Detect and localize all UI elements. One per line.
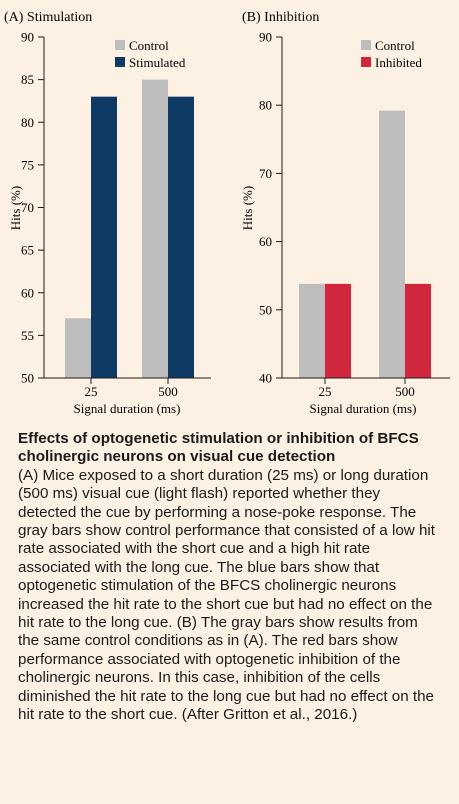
y-tick-label: 60	[21, 285, 34, 300]
bar-control-500	[379, 110, 405, 378]
y-tick-label: 80	[259, 98, 272, 113]
panel-a-legend: Control Stimulated	[115, 38, 186, 70]
bar-inhibited-25	[325, 283, 351, 378]
legend-swatch-control	[361, 40, 371, 50]
legend-swatch-control	[115, 40, 125, 50]
bar-stimulated-25	[91, 96, 117, 379]
y-tick-label: 60	[259, 234, 272, 249]
y-tick-label: 40	[259, 371, 272, 386]
caption-title: Effects of optogenetic stimulation or in…	[18, 430, 419, 466]
panel-b-title: (B) Inhibition	[242, 10, 319, 25]
x-tick-label: 25	[85, 384, 98, 399]
y-tick-label: 50	[259, 302, 272, 317]
chart-panel-b: (B) Inhibition 40 50 60 70 80 90 25 500 Control…	[240, 10, 450, 416]
bar-control-25	[65, 318, 91, 378]
figure-caption: Effects of optogenetic stimulation or in…	[18, 430, 442, 725]
panel-a-axes	[43, 37, 211, 379]
legend-swatch-stimulated	[115, 57, 125, 67]
bar-control-25	[299, 283, 325, 378]
bar-inhibited-500	[405, 283, 431, 378]
y-tick-label: 50	[21, 371, 34, 386]
panel-a-ylabel: Hits (%)	[8, 186, 23, 230]
axis-lines	[43, 37, 211, 379]
caption-body: (A) Mice exposed to a short duration (25…	[18, 466, 436, 724]
panel-b-legend: Control Inhibited	[361, 38, 422, 70]
y-tick-label: 90	[259, 30, 272, 45]
y-tick-label: 90	[21, 30, 34, 45]
y-tick-label: 80	[21, 115, 34, 130]
y-tick-label: 70	[21, 200, 34, 215]
panel-b-axes	[281, 37, 450, 379]
x-tick-label: 500	[158, 384, 178, 399]
panel-a-xlabel: Signal duration (ms)	[74, 401, 181, 416]
legend-label-control: Control	[129, 38, 169, 53]
y-tick-label: 65	[21, 243, 34, 258]
legend-label-stimulated: Stimulated	[129, 55, 186, 70]
y-tick-label: 75	[21, 157, 34, 172]
legend-label-inhibited: Inhibited	[375, 55, 422, 70]
y-tick-label: 85	[21, 72, 34, 87]
y-tick-label: 55	[21, 328, 34, 343]
panel-b-ticks: 40 50 60 70 80 90 25 500	[259, 30, 415, 400]
x-tick-label: 500	[395, 384, 415, 399]
axis-lines	[281, 37, 450, 379]
panel-a-title: (A) Stimulation	[4, 10, 92, 25]
panel-b-xlabel: Signal duration (ms)	[310, 401, 417, 416]
panel-a-bars	[65, 79, 194, 379]
panel-b-ylabel: Hits (%)	[240, 186, 255, 230]
panel-b-bars	[299, 110, 431, 378]
y-tick-label: 70	[259, 166, 272, 181]
legend-swatch-inhibited	[361, 57, 371, 67]
bar-control-500	[142, 79, 168, 378]
x-tick-label: 25	[319, 384, 332, 399]
legend-label-control: Control	[375, 38, 415, 53]
bar-stimulated-500	[168, 96, 194, 379]
panel-a-ticks: 50 55 60 65 70 75 80 85 90 25 500	[21, 30, 178, 400]
